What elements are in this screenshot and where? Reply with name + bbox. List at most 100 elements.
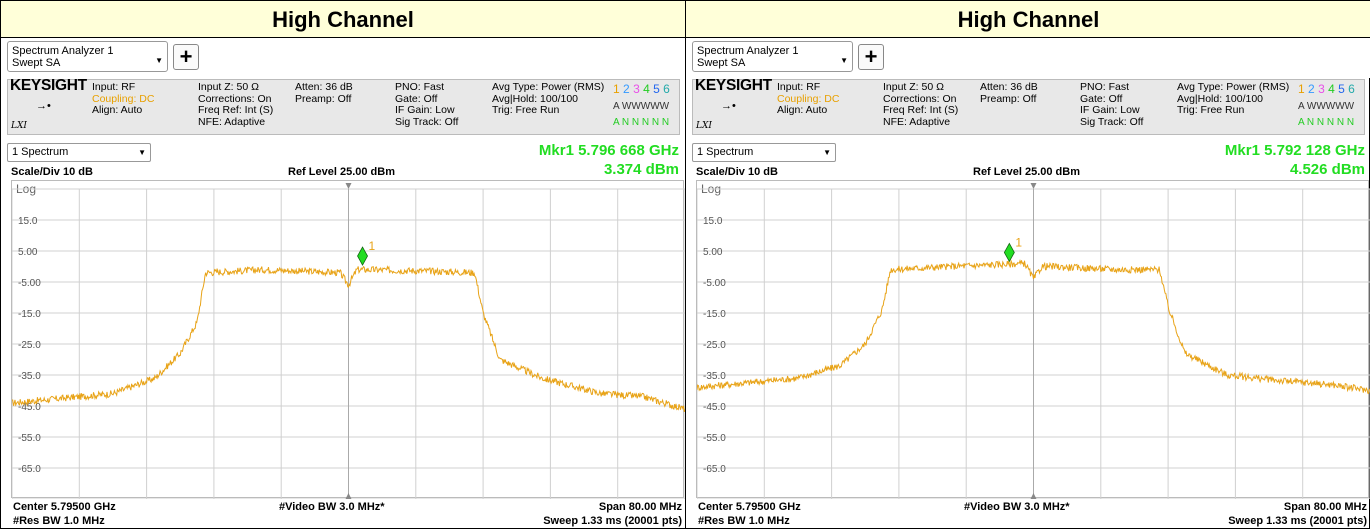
input-col: Input: RF Coupling: DC Align: Auto [92,81,154,117]
settings-bar[interactable]: KEYSIGHT →• LXI Input: RF Coupling: DC A… [7,77,680,135]
trace-3[interactable]: 3 [1318,82,1325,96]
chevron-down-icon[interactable]: ▼ [138,148,146,157]
center-top-marker [345,183,352,189]
marker-readout: Mkr1 5.792 128 GHz [1224,142,1365,159]
analyzer-tab[interactable]: Spectrum Analyzer 1 Swept SA ▼ [7,41,168,72]
marker-readout: Mkr1 5.796 668 GHz [538,142,679,159]
trace-4[interactable]: 4 [1328,82,1335,96]
view-label: 1 Spectrum [697,146,754,158]
trig-label: Trig: Free Run [1177,104,1245,116]
trace-5[interactable]: 5 [653,82,660,96]
marker-value: 3.374 dBm [603,161,679,178]
y-tick-label: 5.00 [703,247,723,258]
view-select[interactable]: 1 Spectrum ▼ [7,143,151,162]
tab-bar: Spectrum Analyzer 1 Swept SA ▼ + [1,38,685,78]
marker-number: 1 [369,239,376,253]
chevron-down-icon[interactable]: ▼ [823,148,831,157]
y-tick-label: -55.0 [703,433,726,444]
panel-title: High Channel [1,1,685,38]
spectrum-svg[interactable]: Log15.05.00-5.00-15.0-25.0-35.0-45.0-55.… [12,181,685,499]
footer-row1: Center 5.79500 GHz #Video BW 3.0 MHz* Sp… [11,501,684,514]
sigtrack-label: Sig Track: Off [395,115,459,128]
gate-label: Gate: Off [1080,92,1123,105]
tab-line2: Swept SA [697,57,746,69]
trace-1[interactable]: 1 [613,82,620,96]
inputz-label: Input Z: 50 Ω [198,81,259,93]
trace-numbers[interactable]: 1 2 3 4 5 6 [1298,82,1355,96]
trace-3[interactable]: 3 [633,82,640,96]
chevron-down-icon[interactable]: ▼ [155,56,163,65]
trace-2[interactable]: 2 [623,82,630,96]
trace-5[interactable]: 5 [1338,82,1345,96]
marker-diamond [1003,242,1015,263]
chevron-down-icon[interactable]: ▼ [840,56,848,65]
sweep: Sweep 1.33 ms (20001 pts) [1228,515,1367,527]
center-bottom-marker [1030,493,1037,499]
corrections-label: Corrections: On [883,92,957,105]
input-col: Input: RF Coupling: DC Align: Auto [777,81,840,117]
spectrum-svg[interactable]: Log15.05.00-5.00-15.0-25.0-35.0-45.0-55.… [697,181,1370,499]
trace-6[interactable]: 6 [1348,82,1355,96]
analyzer-tab[interactable]: Spectrum Analyzer 1 Swept SA ▼ [692,41,853,72]
align-label: Align: Auto [92,104,143,116]
settings-bar[interactable]: KEYSIGHT →• LXI Input: RF Coupling: DC A… [692,77,1365,135]
ref-level: Ref Level 25.00 dBm [973,166,1080,178]
trig-label: Trig: Free Run [492,104,560,116]
trace-type-row: A WWWWW [613,101,670,112]
spectrum-trace [697,259,1370,395]
avg-col: Avg Type: Power (RMS) Avg|Hold: 100/100 … [1177,81,1289,117]
add-screen-button[interactable]: + [173,44,199,70]
scale-div: Scale/Div 10 dB [696,166,778,178]
add-screen-button[interactable]: + [858,44,884,70]
input-label: Input: RF [92,81,136,93]
input-label: Input: RF [777,81,821,93]
freqref-label: Freq Ref: Int (S) [198,104,274,116]
inputz-col: Input Z: 50 Ω Corrections: On Freq Ref: … [198,81,274,128]
nfe-label: NFE: Adaptive [883,115,951,128]
preamp-label: Preamp: Off [980,92,1037,105]
nfe-label: NFE: Adaptive [198,115,266,128]
trace-type-row: A WWWWW [1298,101,1355,112]
input-arrow-icon: →• [721,100,736,112]
y-tick-label: -35.0 [18,371,41,382]
y-tick-label: 5.00 [18,247,38,258]
video-bw: #Video BW 3.0 MHz* [279,501,385,513]
tab-line1: Spectrum Analyzer 1 [12,45,114,57]
freqref-label: Freq Ref: Int (S) [883,104,959,116]
scale-div: Scale/Div 10 dB [11,166,93,178]
video-bw: #Video BW 3.0 MHz* [964,501,1070,513]
trace-det-row: A N N N N N [613,117,670,128]
inputz-label: Input Z: 50 Ω [883,81,944,93]
avghold-label: Avg|Hold: 100/100 [1177,92,1264,105]
marker-number: 1 [1015,235,1022,249]
y-tick-label: -5.00 [703,278,726,289]
avgtype-label: Avg Type: Power (RMS) [492,81,605,93]
y-tick-label: 15.0 [18,216,38,227]
pno-col: PNO: Fast Gate: Off IF Gain: Low Sig Tra… [1080,81,1143,128]
view-label: 1 Spectrum [12,146,69,158]
y-tick-label: -45.0 [18,402,41,413]
trace-numbers[interactable]: 1 2 3 4 5 6 [613,82,670,96]
ifgain-label: IF Gain: Low [395,104,455,116]
spectrum-plot[interactable]: Log 15.0 5.00 -5.00 -15.0 -25.0 -35.0 -45.0 -55.… [696,180,1370,499]
trace-6[interactable]: 6 [663,82,670,96]
trace-det-row: A N N N N N [1298,117,1355,128]
tab-line1: Spectrum Analyzer 1 [697,45,799,57]
brand-logo: KEYSIGHT [695,77,772,94]
tab-line2: Swept SA [12,57,61,69]
brand-logo: KEYSIGHT [10,77,87,94]
trace-1[interactable]: 1 [1298,82,1305,96]
trace-4[interactable]: 4 [643,82,650,96]
footer-row1: Center 5.79500 GHz #Video BW 3.0 MHz* Sp… [696,501,1369,514]
panel-right: High Channel Spectrum Analyzer 1 Swept S… [686,1,1370,529]
tab-bar: Spectrum Analyzer 1 Swept SA ▼ + [686,38,1370,78]
view-select[interactable]: 1 Spectrum ▼ [692,143,836,162]
spectrum-plot[interactable]: Log 15.0 5.00 -5.00 -15.0 -25.0 -35.0 -45.0 -55.… [11,180,685,499]
atten-label: Atten: 36 dB [295,81,353,93]
center-freq: Center 5.79500 GHz [698,501,801,513]
corrections-label: Corrections: On [198,92,272,105]
coupling-label: Coupling: DC [777,92,840,105]
panel-left: High Channel Spectrum Analyzer 1 Swept S… [1,1,686,529]
trace-2[interactable]: 2 [1308,82,1315,96]
